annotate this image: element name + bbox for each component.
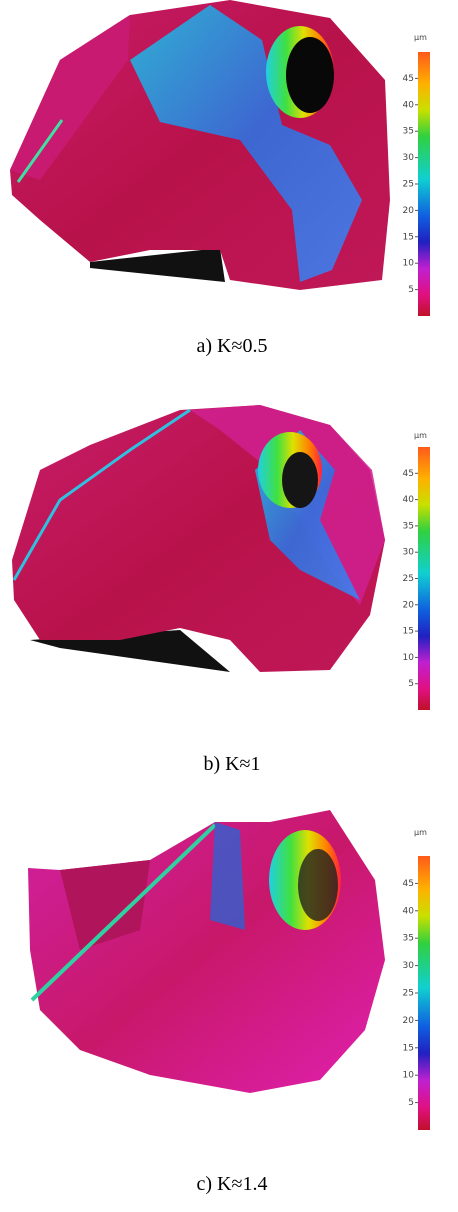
surface-image-c xyxy=(28,670,385,1093)
colorbar-tick-label: 20 xyxy=(403,1016,415,1026)
colorbar-tick-label: 45 xyxy=(403,74,414,84)
surface-image-a xyxy=(10,0,390,290)
colorbar-tick-label: 30 xyxy=(403,548,415,558)
colorbar-tick-label: 15 xyxy=(403,1043,414,1053)
colorbar-tick-label: 40 xyxy=(403,100,415,110)
colorbar-unit: µm xyxy=(414,33,427,42)
colorbar-tick-label: 20 xyxy=(403,206,415,216)
caption: c) K≈1.4 xyxy=(197,1173,268,1195)
colorbar-tick-label: 45 xyxy=(403,879,414,889)
caption: a) K≈0.5 xyxy=(197,335,268,357)
colorbar-tick-label: 40 xyxy=(403,495,415,505)
surface-image-b xyxy=(12,405,385,672)
colorbar-tick-label: 10 xyxy=(403,653,415,663)
colorbar-tick-label: 10 xyxy=(403,259,415,269)
colorbar-tick-label: 25 xyxy=(403,989,414,999)
colorbar-tick-label: 10 xyxy=(403,1071,415,1081)
colorbar xyxy=(418,856,430,1130)
colorbar-tick-label: 30 xyxy=(403,153,415,163)
colorbar-unit: µm xyxy=(414,828,427,837)
colorbar-tick-label: 25 xyxy=(403,574,414,584)
colorbar-tick-label: 40 xyxy=(403,906,415,916)
colorbar-tick-label: 25 xyxy=(403,180,414,190)
colorbar-unit: µm xyxy=(414,431,427,440)
colorbar-tick-label: 30 xyxy=(403,961,415,971)
colorbar-tick-label: 15 xyxy=(403,627,414,637)
colorbar-tick-label: 35 xyxy=(403,934,414,944)
colorbar-tick-label: 45 xyxy=(403,469,414,479)
colorbar-tick-label: 5 xyxy=(408,679,414,689)
colorbar-tick-label: 35 xyxy=(403,127,414,137)
caption: b) K≈1 xyxy=(203,753,260,775)
figure: µm 5 10 15 20 25 30 35 40 45 a) K≈0.5 µm 5 10 15 20 25 30… xyxy=(0,0,458,1212)
colorbar xyxy=(418,447,430,710)
colorbar-tick-label: 35 xyxy=(403,521,414,531)
colorbar-tick-label: 15 xyxy=(403,232,414,242)
colorbar-tick-label: 5 xyxy=(408,1098,414,1108)
colorbar xyxy=(418,52,430,316)
colorbar-tick-label: 20 xyxy=(403,600,415,610)
colorbar-tick-label: 5 xyxy=(408,285,414,295)
